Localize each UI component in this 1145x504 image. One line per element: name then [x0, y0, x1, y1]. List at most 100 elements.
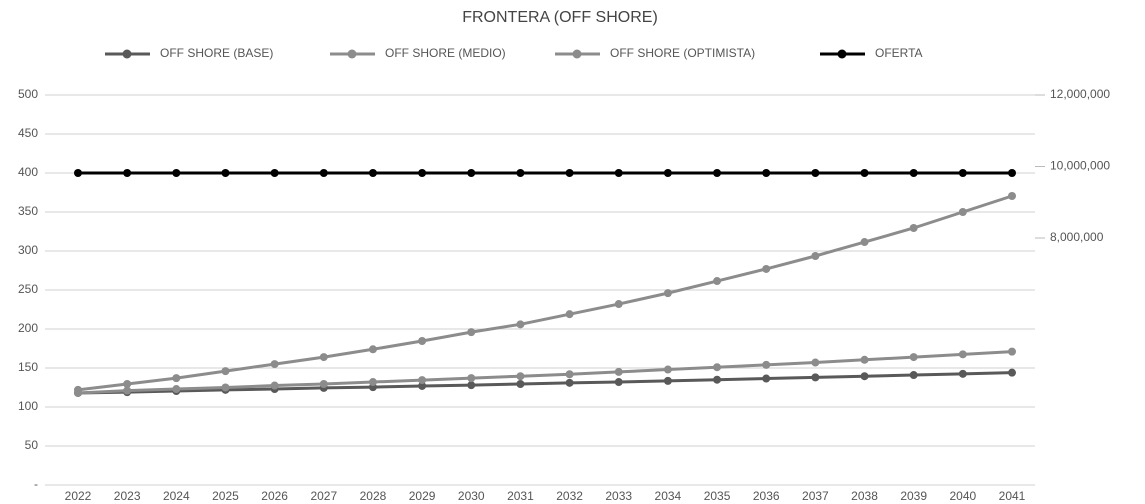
x-tick-label: 2024 [163, 489, 190, 503]
data-point [909, 371, 918, 380]
data-point [762, 360, 771, 369]
data-point [221, 367, 230, 376]
legend-marker [572, 49, 582, 59]
data-point [565, 169, 574, 177]
data-point [172, 374, 181, 383]
legend-label: OFF SHORE (MEDIO) [385, 46, 506, 60]
x-tick-label: 2030 [458, 489, 485, 503]
data-point [221, 169, 230, 177]
series-line [77, 350, 1013, 395]
data-point [516, 169, 525, 177]
legend-marker [122, 49, 132, 59]
legend-label: OFF SHORE (BASE) [160, 46, 273, 60]
data-point [811, 373, 820, 382]
data-point [74, 385, 82, 394]
data-point [565, 378, 574, 387]
y-tick-label: - [34, 477, 38, 491]
x-tick-label: 2023 [114, 489, 141, 503]
y2-tick-label: 10,000,000 [1050, 159, 1110, 173]
data-point [713, 375, 722, 384]
y-tick-label: 100 [18, 399, 38, 413]
data-point [762, 264, 771, 273]
data-point [270, 169, 279, 177]
data-point [811, 251, 820, 260]
data-point [418, 337, 427, 346]
data-point [860, 238, 869, 247]
x-tick-label: 2026 [261, 489, 288, 503]
data-point [270, 360, 279, 369]
data-point [123, 386, 132, 395]
x-tick-label: 2041 [999, 489, 1026, 503]
x-tick-label: 2039 [900, 489, 927, 503]
data-point [762, 374, 771, 383]
data-point [467, 169, 476, 177]
x-tick-label: 2032 [556, 489, 583, 503]
data-point [614, 367, 623, 376]
data-point [418, 376, 427, 385]
x-tick-label: 2027 [310, 489, 337, 503]
data-point [958, 369, 967, 378]
x-tick-label: 2034 [655, 489, 682, 503]
data-point [663, 169, 672, 177]
chart-title: FRONTERA (OFF SHORE) [462, 9, 658, 26]
data-point [713, 169, 722, 177]
data-point [319, 379, 328, 388]
data-point [368, 345, 377, 354]
x-tick-label: 2036 [753, 489, 780, 503]
y-tick-label: 350 [18, 204, 38, 218]
data-point [516, 320, 525, 329]
legend-marker [837, 49, 847, 59]
data-point [123, 169, 132, 177]
data-point [123, 379, 132, 388]
y-tick-label: 500 [18, 87, 38, 101]
legend-label: OFF SHORE (OPTIMISTA) [610, 46, 755, 60]
series-line [77, 371, 1013, 395]
data-point [909, 169, 918, 177]
y-tick-label: 400 [18, 165, 38, 179]
x-tick-label: 2035 [704, 489, 731, 503]
data-point [172, 169, 181, 177]
data-point [811, 358, 820, 367]
y2-tick-label: 8,000,000 [1050, 230, 1104, 244]
data-point [270, 381, 279, 390]
y-tick-label: 200 [18, 321, 38, 335]
data-point [221, 383, 230, 392]
x-tick-label: 2022 [65, 489, 92, 503]
data-point [811, 169, 820, 177]
data-point [418, 381, 427, 390]
y2-tick-label: 12,000,000 [1050, 87, 1110, 101]
legend-label: OFERTA [875, 46, 923, 60]
data-point [713, 363, 722, 372]
data-point [516, 379, 525, 388]
data-point [762, 169, 771, 177]
legend-marker [347, 49, 357, 59]
y-tick-label: 150 [18, 360, 38, 374]
data-point [614, 378, 623, 387]
data-point [663, 365, 672, 374]
x-tick-label: 2037 [802, 489, 829, 503]
data-point [1008, 368, 1016, 377]
data-point [565, 310, 574, 319]
x-tick-label: 2033 [605, 489, 632, 503]
data-point [467, 374, 476, 383]
x-tick-label: 2025 [212, 489, 239, 503]
data-point [467, 381, 476, 390]
x-tick-label: 2038 [851, 489, 878, 503]
data-point [418, 169, 427, 177]
x-tick-label: 2028 [360, 489, 387, 503]
data-point [172, 385, 181, 394]
data-point [319, 169, 328, 177]
data-point [958, 350, 967, 359]
x-tick-label: 2029 [409, 489, 436, 503]
data-point [1008, 347, 1016, 356]
y-tick-label: 250 [18, 282, 38, 296]
data-point [860, 169, 869, 177]
data-point [1008, 192, 1016, 201]
y-tick-label: 50 [25, 438, 39, 452]
x-tick-label: 2031 [507, 489, 534, 503]
data-point [860, 372, 869, 381]
data-point [958, 208, 967, 216]
x-tick-label: 2040 [949, 489, 976, 503]
data-point [74, 169, 82, 177]
